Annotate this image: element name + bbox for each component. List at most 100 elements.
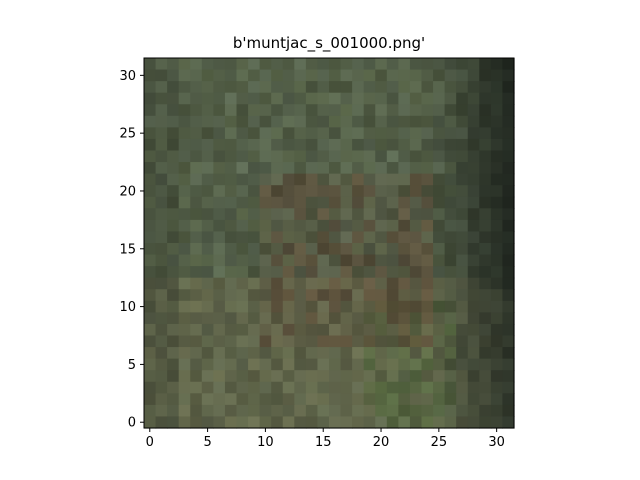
image-pixel — [190, 58, 203, 71]
image-pixel — [224, 289, 238, 302]
image-pixel — [340, 104, 353, 117]
image-pixel — [178, 173, 191, 186]
image-pixel — [456, 358, 469, 371]
image-pixel — [398, 81, 411, 94]
image-pixel — [479, 416, 492, 429]
image-pixel — [317, 185, 330, 198]
image-pixel — [294, 104, 307, 117]
image-pixel — [305, 58, 319, 71]
image-pixel — [363, 347, 376, 360]
image-pixel — [502, 173, 515, 186]
image-pixel — [167, 358, 180, 371]
image-pixel — [248, 381, 261, 394]
image-pixel — [213, 370, 226, 383]
image-pixel — [201, 335, 214, 348]
image-pixel — [190, 266, 203, 279]
image-pixel — [398, 162, 411, 175]
image-pixel — [305, 92, 319, 105]
image-pixel — [479, 219, 492, 233]
image-pixel — [329, 266, 342, 279]
image-pixel — [329, 173, 342, 186]
image-pixel — [329, 254, 342, 267]
image-pixel — [375, 92, 388, 105]
image-pixel — [224, 393, 238, 406]
image-pixel — [224, 104, 238, 117]
image-pixel — [375, 185, 388, 198]
x-tick-label: 10 — [257, 435, 274, 450]
image-pixel — [502, 277, 515, 290]
image-pixel — [363, 138, 376, 152]
image-pixel — [155, 115, 168, 128]
image-pixel — [352, 173, 365, 186]
image-pixel — [317, 104, 330, 117]
image-pixel — [248, 115, 261, 128]
image-pixel — [340, 381, 353, 394]
image-pixel — [352, 104, 365, 117]
image-pixel — [271, 289, 284, 302]
image-pixel — [398, 312, 411, 325]
image-pixel — [467, 300, 480, 313]
image-pixel — [490, 173, 504, 186]
image-pixel — [144, 323, 157, 337]
image-pixel — [433, 370, 446, 383]
y-tick-label: 25 — [119, 127, 136, 142]
image-pixel — [329, 289, 342, 302]
image-pixel — [467, 231, 480, 244]
image-pixel — [375, 393, 388, 406]
image-pixel — [224, 277, 238, 290]
image-pixel — [155, 69, 168, 82]
image-pixel — [201, 358, 214, 371]
image-pixel — [502, 370, 515, 383]
image-pixel — [375, 381, 388, 394]
image-pixel — [490, 335, 504, 348]
image-pixel — [421, 243, 434, 256]
image-pixel — [317, 231, 330, 244]
image-pixel — [236, 69, 249, 82]
image-pixel — [444, 416, 457, 429]
image-pixel — [259, 208, 272, 221]
image-pixel — [167, 300, 180, 313]
image-pixel — [248, 104, 261, 117]
image-pixel — [155, 127, 168, 140]
image-pixel — [490, 219, 504, 233]
image-pixel — [409, 254, 423, 267]
x-tick-label: 20 — [373, 435, 390, 450]
image-pixel — [305, 312, 319, 325]
image-pixel — [421, 219, 434, 233]
image-pixel — [340, 162, 353, 175]
image-pixel — [340, 323, 353, 337]
image-pixel — [490, 231, 504, 244]
image-pixel — [178, 69, 191, 82]
image-pixel — [398, 58, 411, 71]
image-pixel — [375, 277, 388, 290]
image-pixel — [340, 404, 353, 418]
image-pixel — [340, 289, 353, 302]
image-pixel — [259, 115, 272, 128]
image-pixel — [167, 277, 180, 290]
image-pixel — [363, 266, 376, 279]
image-pixel — [329, 104, 342, 117]
image-pixel — [317, 138, 330, 152]
image-pixel — [236, 416, 249, 429]
image-pixel — [248, 173, 261, 186]
image-pixel — [167, 104, 180, 117]
image-pixel — [224, 208, 238, 221]
image-pixel — [259, 312, 272, 325]
image-pixel — [167, 196, 180, 209]
image-pixel — [213, 347, 226, 360]
image-pixel — [444, 254, 457, 267]
image-pixel — [282, 150, 295, 163]
image-pixel — [236, 300, 249, 313]
image-pixel — [190, 231, 203, 244]
image-pixel — [363, 127, 376, 140]
image-pixel — [363, 92, 376, 105]
image-pixel — [317, 69, 330, 82]
image-pixel — [490, 150, 504, 163]
image-pixel — [352, 289, 365, 302]
image-pixel — [224, 69, 238, 82]
image-pixel — [167, 208, 180, 221]
image-pixel — [236, 185, 249, 198]
image-pixel — [502, 335, 515, 348]
image-pixel — [271, 150, 284, 163]
image-pixel — [479, 173, 492, 186]
